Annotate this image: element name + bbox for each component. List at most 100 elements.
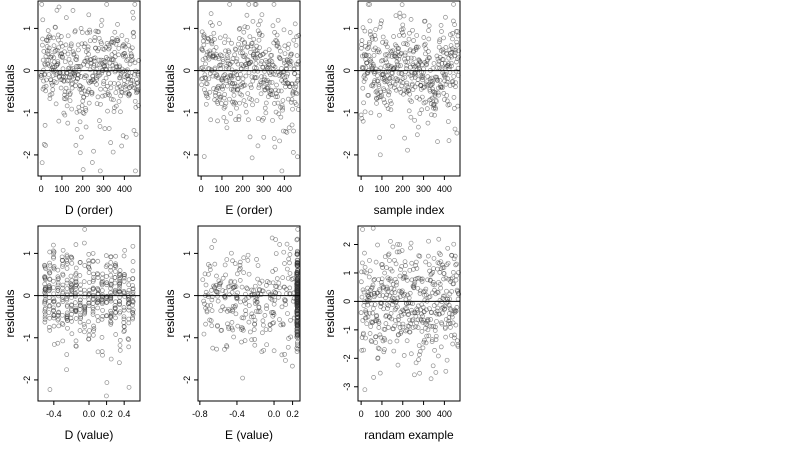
data-point	[56, 276, 62, 281]
data-point	[370, 225, 376, 231]
data-point	[117, 343, 123, 348]
data-point	[417, 349, 423, 354]
data-point	[396, 249, 402, 255]
data-point	[42, 298, 48, 304]
data-point	[247, 329, 253, 335]
data-point	[220, 288, 226, 293]
data-point	[128, 73, 133, 79]
data-point	[237, 36, 242, 41]
data-point	[47, 35, 53, 40]
data-point	[50, 73, 56, 78]
data-point	[108, 96, 114, 102]
data-point	[90, 332, 96, 338]
data-point	[448, 333, 454, 338]
data-point	[129, 83, 134, 89]
data-point	[109, 36, 115, 41]
data-point	[131, 34, 137, 40]
y-tick-label: -1	[22, 109, 32, 117]
data-point	[365, 46, 370, 51]
data-point	[438, 344, 444, 350]
data-point	[96, 29, 101, 35]
data-point	[46, 57, 51, 63]
data-point	[289, 81, 295, 87]
data-point	[212, 284, 218, 290]
data-point	[380, 57, 386, 63]
data-point	[410, 325, 416, 330]
data-point	[209, 297, 215, 303]
data-point	[212, 37, 217, 42]
data-point	[63, 15, 69, 20]
data-point	[260, 330, 265, 336]
data-point	[244, 285, 250, 291]
data-point	[282, 51, 288, 57]
data-point	[278, 48, 283, 54]
data-point	[131, 294, 136, 299]
data-point	[441, 265, 447, 270]
data-point	[222, 306, 228, 312]
data-point	[252, 317, 258, 323]
data-point	[295, 341, 300, 347]
data-point	[388, 311, 394, 316]
data-point	[414, 310, 420, 316]
data-point	[91, 275, 96, 280]
data-point	[360, 227, 365, 232]
data-point	[131, 128, 137, 133]
data-point	[92, 38, 97, 43]
data-point	[85, 89, 91, 95]
data-point	[243, 109, 249, 115]
data-point	[361, 100, 366, 106]
data-point	[288, 59, 294, 64]
data-point	[432, 328, 438, 333]
data-point	[262, 313, 268, 318]
data-point	[220, 75, 225, 81]
data-point	[113, 264, 119, 269]
data-point	[235, 290, 240, 296]
data-point	[86, 264, 91, 270]
data-point	[414, 44, 419, 50]
data-point	[416, 357, 421, 362]
data-point	[433, 106, 438, 112]
data-point	[91, 277, 97, 283]
data-point	[434, 311, 440, 317]
data-point	[268, 72, 273, 78]
data-point	[108, 264, 113, 270]
data-point	[277, 285, 282, 291]
y-axis-title: residuals	[3, 289, 17, 337]
data-point	[260, 64, 266, 70]
data-point	[417, 253, 423, 259]
data-point	[60, 264, 65, 269]
data-point	[386, 92, 391, 98]
data-point	[220, 86, 225, 92]
data-point	[42, 317, 48, 322]
data-point	[424, 333, 430, 339]
data-point	[108, 260, 114, 265]
data-point	[223, 100, 229, 106]
data-point	[393, 282, 399, 288]
data-point	[254, 98, 260, 104]
data-point	[102, 64, 107, 69]
data-point	[392, 65, 397, 70]
data-point	[203, 321, 208, 327]
data-point	[51, 251, 56, 256]
data-point	[270, 321, 275, 326]
data-point	[455, 33, 461, 39]
data-point	[99, 17, 105, 23]
data-point	[432, 112, 437, 118]
data-point	[226, 37, 231, 43]
data-point	[70, 8, 76, 13]
data-point	[69, 311, 74, 317]
data-point	[449, 314, 455, 320]
data-point	[67, 46, 72, 52]
data-point	[82, 294, 88, 300]
data-point	[46, 34, 51, 40]
data-point	[425, 74, 431, 80]
data-point	[113, 332, 119, 337]
data-point	[408, 17, 414, 22]
data-point	[262, 69, 267, 74]
data-point	[241, 98, 247, 103]
data-point	[283, 129, 288, 134]
data-point	[218, 328, 224, 333]
data-point	[428, 277, 433, 283]
data-point	[203, 61, 208, 67]
data-point	[201, 67, 206, 73]
